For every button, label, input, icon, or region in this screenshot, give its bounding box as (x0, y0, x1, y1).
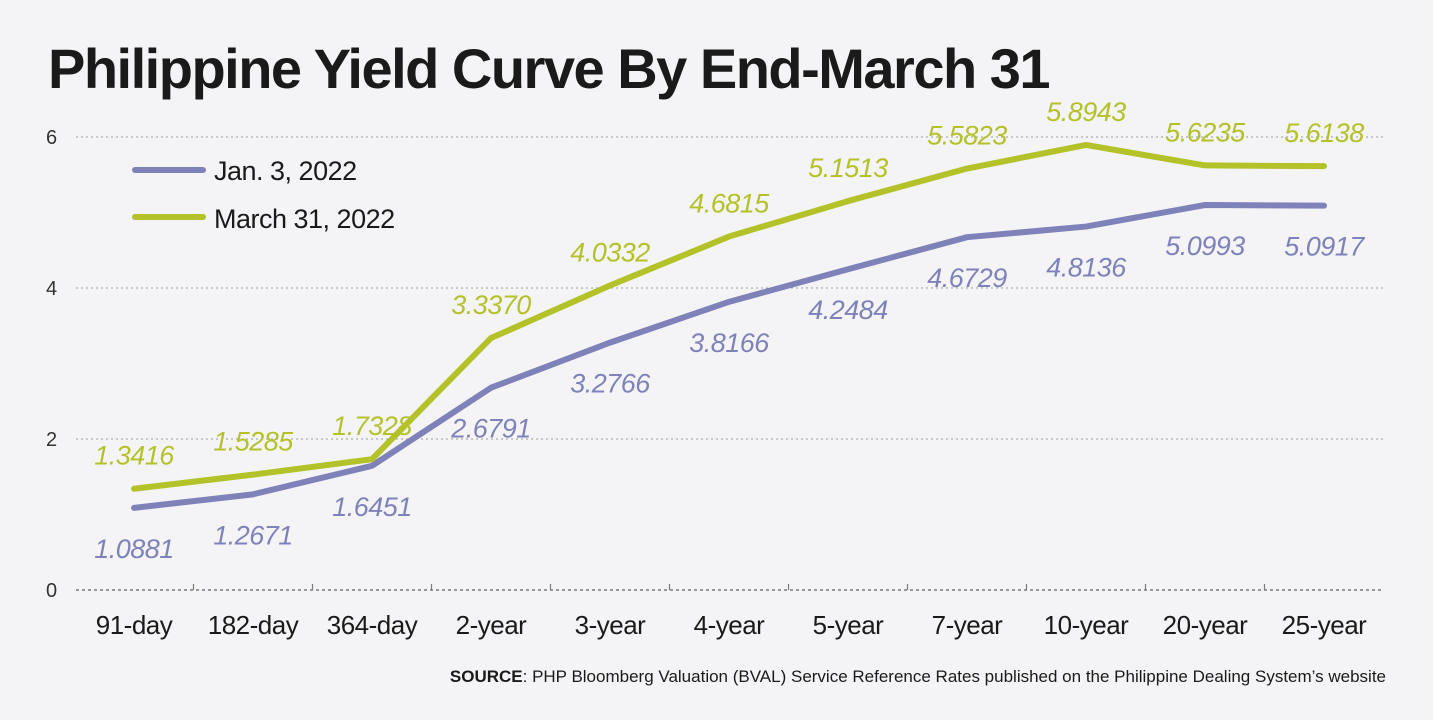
grid-lines (76, 136, 1384, 591)
data-label: 5.1513 (808, 153, 888, 183)
x-tick-label: 2-year (456, 610, 528, 640)
data-labels: 1.0881 1.2671 1.6451 2.6791 3.2766 3.8166 4.24… (94, 97, 1366, 564)
legend-label-jan: Jan. 3, 2022 (214, 156, 357, 186)
legend: Jan. 3, 2022 March 31, 2022 (132, 156, 395, 234)
series-line-march (131, 141, 1327, 492)
data-label: 3.2766 (570, 369, 651, 399)
x-tick-label: 25-year (1282, 610, 1367, 640)
data-label: 4.6729 (927, 263, 1007, 293)
y-tick-label: 6 (46, 127, 57, 149)
source-body: : PHP Bloomberg Valuation (BVAL) Service… (523, 667, 1386, 686)
source-label: SOURCE (450, 667, 523, 686)
chart-title: Philippine Yield Curve By End-March 31 (48, 37, 1049, 100)
data-label: 5.5823 (927, 121, 1007, 151)
data-label: 1.2671 (213, 520, 293, 550)
data-label: 1.7328 (332, 411, 412, 441)
data-label: 2.6791 (450, 414, 531, 444)
x-tick-label: 182-day (208, 610, 299, 640)
x-tick-label: 20-year (1163, 610, 1248, 640)
data-label: 5.8943 (1046, 97, 1126, 127)
legend-item-jan: Jan. 3, 2022 (132, 156, 357, 186)
x-tick-label: 4-year (694, 610, 766, 640)
data-label: 1.6451 (332, 492, 412, 522)
x-tick-label: 3-year (575, 610, 647, 640)
y-axis-ticks: 0 2 4 6 (46, 127, 57, 602)
data-label: 4.6815 (689, 189, 770, 219)
legend-item-march: March 31, 2022 (132, 204, 395, 234)
series-lines (131, 141, 1327, 511)
series-line-jan (131, 202, 1327, 511)
data-label: 4.8136 (1046, 253, 1127, 283)
data-label: 5.0993 (1165, 231, 1245, 261)
x-tick-label: 10-year (1044, 610, 1129, 640)
source-note: SOURCE: PHP Bloomberg Valuation (BVAL) S… (450, 667, 1386, 686)
y-tick-label: 2 (46, 429, 57, 451)
data-label: 3.3370 (451, 290, 531, 320)
x-tick-label: 364-day (327, 610, 418, 640)
x-tick-label: 7-year (932, 610, 1004, 640)
data-label: 5.0917 (1284, 232, 1365, 262)
data-label: 4.2484 (808, 295, 888, 325)
x-tick-label: 5-year (813, 610, 885, 640)
data-label: 5.6235 (1165, 117, 1246, 147)
y-tick-label: 0 (46, 580, 57, 602)
data-label: 1.5285 (213, 427, 294, 457)
legend-label-march: March 31, 2022 (214, 204, 395, 234)
data-label: 1.0881 (94, 534, 174, 564)
y-tick-label: 4 (46, 278, 57, 300)
data-label: 3.8166 (689, 328, 770, 358)
data-label: 4.0332 (570, 237, 650, 267)
x-axis-ticks: 91-day 182-day 364-day 2-year 3-year 4-year 5-… (96, 610, 1368, 640)
data-label: 5.6138 (1284, 118, 1364, 148)
x-tick-label: 91-day (96, 610, 173, 640)
data-label: 1.3416 (94, 441, 175, 471)
